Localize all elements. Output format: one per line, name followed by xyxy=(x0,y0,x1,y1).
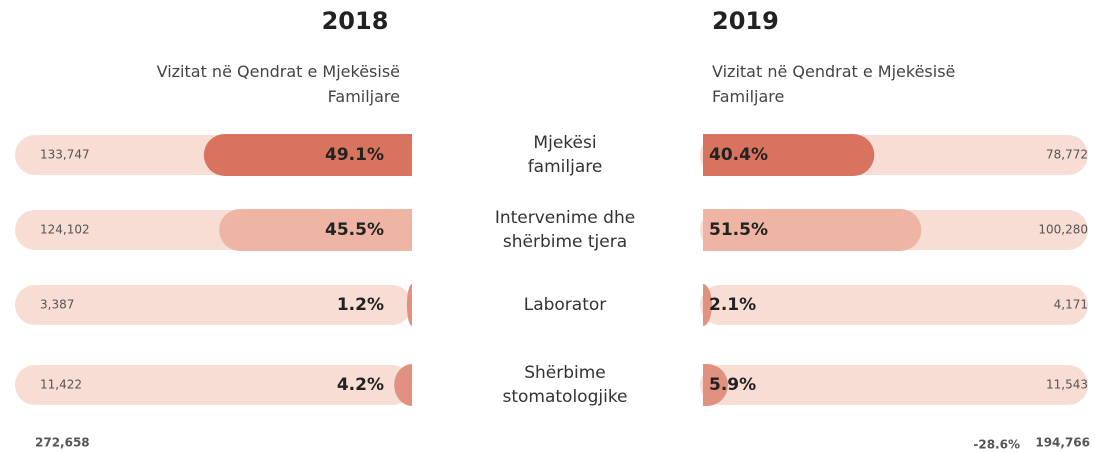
chart-title: 2019 xyxy=(712,7,779,35)
count-label: 4,171 xyxy=(1054,298,1088,312)
bar xyxy=(394,364,412,406)
count-label: 3,387 xyxy=(40,298,74,312)
bar xyxy=(703,209,922,251)
bar xyxy=(703,284,712,326)
chart-subtitle: Vizitat në Qendrat e Mjekësisë Familjare xyxy=(157,62,400,106)
value-label: 2.1% xyxy=(709,295,756,315)
count-label: 78,772 xyxy=(1046,148,1088,162)
category-label: Intervenime dhe shërbime tjera xyxy=(495,208,635,252)
chart-title: 2018 xyxy=(322,7,389,35)
value-label: 5.9% xyxy=(709,375,756,395)
count-label: 124,102 xyxy=(40,223,90,237)
total-label: 194,766 xyxy=(1035,436,1090,450)
value-label: 45.5% xyxy=(325,220,384,240)
bar xyxy=(406,284,412,326)
category-label: Mjekësi familjare xyxy=(528,133,603,177)
bar xyxy=(219,209,412,251)
change-label: -28.6% xyxy=(973,438,1020,452)
category-label: Laborator xyxy=(524,295,607,315)
bar-track xyxy=(700,365,1088,405)
count-label: 11,422 xyxy=(40,378,82,392)
bar-track xyxy=(15,285,412,325)
bar-track xyxy=(15,365,412,405)
value-label: 40.4% xyxy=(709,145,768,165)
count-label: 11,543 xyxy=(1046,378,1088,392)
bar xyxy=(703,364,729,406)
chart-subtitle: Vizitat në Qendrat e Mjekësisë Familjare xyxy=(712,62,955,106)
bar-track xyxy=(700,285,1088,325)
bar xyxy=(703,134,875,176)
bar xyxy=(203,134,412,176)
total-label: 272,658 xyxy=(35,436,90,450)
count-label: 100,280 xyxy=(1038,223,1088,237)
value-label: 4.2% xyxy=(337,375,384,395)
count-label: 133,747 xyxy=(40,148,90,162)
value-label: 1.2% xyxy=(337,295,384,315)
value-label: 51.5% xyxy=(709,220,768,240)
category-label: Shërbime stomatologjike xyxy=(502,363,627,407)
value-label: 49.1% xyxy=(325,145,384,165)
